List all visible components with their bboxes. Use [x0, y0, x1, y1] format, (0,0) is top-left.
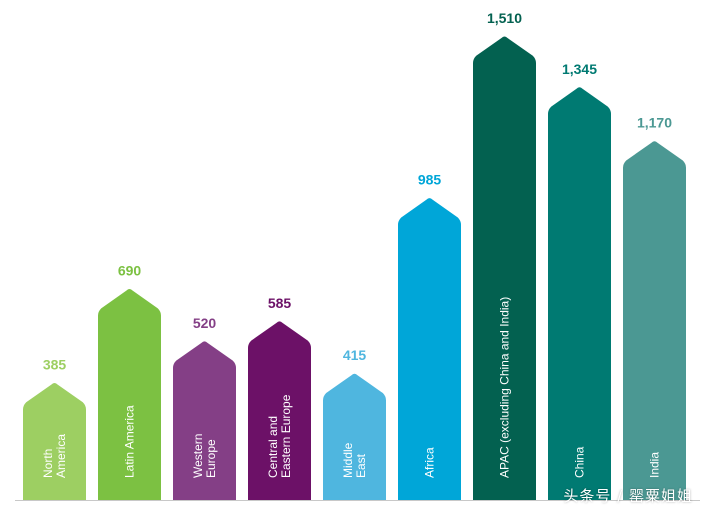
category-label-7-line-0: China	[573, 446, 587, 478]
category-label-4-line-0: Middle	[341, 442, 355, 478]
category-label-2-line-1: Europe	[204, 439, 218, 478]
category-label-5: Africa	[423, 447, 437, 478]
category-label-6-line-0: APAC (excluding China and India)	[498, 297, 512, 478]
category-label-8: India	[648, 452, 662, 478]
bar-1	[98, 289, 161, 500]
category-label-2: Western Europe	[191, 434, 218, 478]
category-label-0-line-1: America	[54, 434, 68, 478]
category-label-6: APAC (excluding China and India)	[498, 297, 512, 478]
category-label-1-line-0: Latin America	[123, 405, 137, 478]
bar-5	[398, 198, 461, 500]
value-label-3: 585	[268, 295, 292, 311]
category-label-3: Central and Eastern Europe	[266, 394, 293, 478]
value-label-7: 1,345	[562, 61, 597, 77]
watermark-text: 头条号 / 罂粟姐姐	[563, 487, 693, 505]
bar-7	[548, 87, 611, 501]
category-label-7: China	[573, 446, 587, 478]
category-label-8-line-0: India	[648, 452, 662, 478]
value-label-5: 985	[418, 172, 442, 188]
category-label-5-line-0: Africa	[423, 447, 437, 478]
bar-8	[623, 141, 686, 501]
value-label-1: 690	[118, 263, 142, 279]
value-label-0: 385	[43, 356, 67, 372]
bar-0	[23, 382, 86, 500]
bar-4	[323, 373, 386, 500]
category-label-0-line-0: North	[41, 449, 55, 478]
category-label-3-line-1: Eastern Europe	[279, 394, 293, 478]
category-label-1: Latin America	[123, 405, 137, 478]
bar-6	[473, 36, 536, 500]
bars-group: 385 North America 690 Latin America 520 Wester…	[23, 10, 686, 501]
value-label-2: 520	[193, 315, 217, 331]
category-label-0: North America	[41, 434, 68, 478]
value-label-6: 1,510	[487, 10, 522, 26]
bar-2	[173, 341, 236, 500]
value-label-4: 415	[343, 347, 367, 363]
category-label-2-line-0: Western	[191, 434, 205, 478]
bar-3	[248, 321, 311, 500]
category-label-4-line-1: East	[354, 453, 368, 478]
category-label-4: Middle East	[341, 442, 368, 478]
category-label-3-line-0: Central and	[266, 416, 280, 478]
value-label-8: 1,170	[637, 115, 672, 131]
